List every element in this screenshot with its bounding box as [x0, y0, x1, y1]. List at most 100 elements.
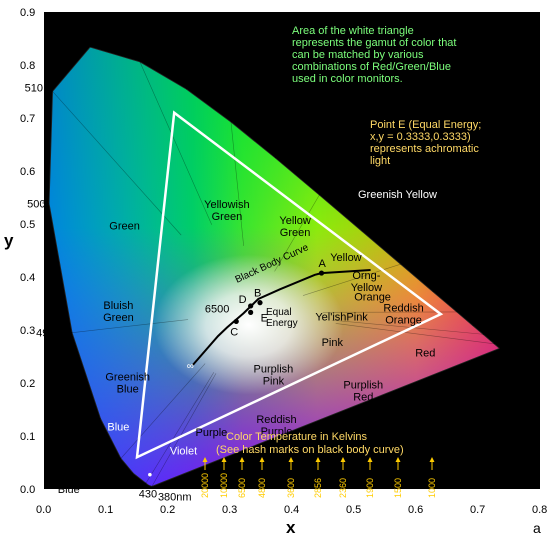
region-label: Blue	[117, 383, 139, 395]
wavelength-label: 510	[25, 82, 43, 94]
greenish-yellow-label: Greenish Yellow	[358, 189, 437, 201]
iso-line	[145, 372, 215, 484]
kelvin-arrowhead	[288, 457, 294, 462]
region-label: Pink	[322, 337, 344, 349]
region-label: Purplish	[343, 379, 383, 391]
region-label: Purple	[196, 427, 228, 439]
x-tick-label: 0.3	[222, 504, 237, 516]
wavelength-label: 520	[106, 31, 124, 43]
svg-text:(See hash marks on black body: (See hash marks on black body curve)	[216, 444, 404, 456]
wavelength-tick	[361, 229, 365, 232]
wavelength-label: 530	[148, 47, 166, 59]
wavelength-tick	[44, 89, 53, 92]
point-b-marker	[257, 300, 263, 306]
x-axis-label: x	[286, 518, 296, 537]
y-tick-label: 0.2	[20, 378, 35, 390]
point-a-label: A	[319, 258, 327, 270]
region-label: Green	[109, 220, 140, 232]
point-e-note-line: x,y = 0.3333,0.3333)	[370, 131, 471, 143]
kelvin-label: 2856	[313, 478, 323, 498]
wavelength-label: 770	[514, 343, 532, 355]
wavelength-tick	[482, 332, 487, 335]
wavelength-tick	[319, 191, 323, 196]
svg-text:Equal: Equal	[266, 307, 292, 318]
kelvin-arrowhead	[367, 457, 373, 462]
y-tick-label: 0.8	[20, 60, 35, 72]
wavelength-tick	[61, 331, 73, 333]
region-label: Blue	[58, 484, 80, 496]
wavelength-tick	[151, 486, 155, 489]
x-tick-label: 0.8	[532, 504, 547, 516]
kelvin-label: 6500	[237, 478, 247, 498]
isotemperature-lines	[52, 61, 495, 487]
svg-text:Color Temperature in Kelvins: Color Temperature in Kelvins	[226, 431, 368, 443]
x-tick-label: 0.4	[284, 504, 299, 516]
region-label: Purplish	[254, 363, 294, 375]
kelvin-arrowhead	[395, 457, 401, 462]
y-tick-label: 0.0	[20, 484, 35, 496]
wavelength-label: 600	[445, 287, 463, 299]
wavelength-tick	[230, 118, 234, 123]
kelvin-arrowhead	[239, 457, 245, 462]
kelvin-arrowhead	[315, 457, 321, 462]
kelvin-arrowhead	[221, 457, 227, 462]
y-tick-label: 0.4	[20, 272, 35, 284]
kelvin-arrowhead	[429, 457, 435, 462]
kelvin-label: 2360	[338, 478, 348, 498]
y-axis-ticks: 0.0 0.1 0.2 0.3 0.4 0.5 0.6 0.7 0.8 0.9	[20, 7, 35, 496]
x-tick-label: 0.0	[36, 504, 51, 516]
wavelength-tick	[499, 347, 504, 349]
wavelength-tick	[472, 323, 477, 326]
iso-line	[230, 122, 244, 246]
kelvin-label: 1900	[365, 478, 375, 498]
y-tick-label: 0.9	[20, 7, 35, 19]
kelvin-arrowhead	[340, 457, 346, 462]
wavelength-tick	[139, 57, 143, 63]
region-label: Yellow	[351, 282, 382, 294]
kelvin-temperature-ticks: 20000 10000 6500 4800 3600 2856 2360 1900 1500 10…	[200, 457, 437, 498]
y-axis-label: y	[4, 231, 14, 250]
kelvin-label: 3600	[286, 478, 296, 498]
kelvin-label: 4800	[257, 478, 267, 498]
wavelength-tick	[42, 202, 50, 204]
point-e-note-line: Point E (Equal Energy;	[370, 119, 481, 131]
region-label: Orange	[385, 314, 422, 326]
gamut-note-line: Area of the white triangle	[292, 25, 414, 37]
kelvin-label: 20000	[200, 473, 210, 498]
region-label: Yellow	[279, 215, 310, 227]
wavelength-label: 460	[105, 468, 123, 480]
gamut-note-line: combinations of Red/Green/Blue	[292, 61, 451, 73]
wavelength-label: 570	[329, 183, 347, 195]
iso-line	[72, 319, 189, 333]
wavelength-tick	[186, 85, 190, 90]
kelvin-title: Color Temperature in Kelvins (See hash m…	[216, 431, 404, 456]
point-e-note-line: light	[370, 155, 390, 167]
violet-dot	[148, 472, 152, 477]
wavelength-tick	[489, 338, 494, 341]
x-tick-label: 0.7	[470, 504, 485, 516]
iso-line	[139, 61, 213, 225]
x-tick-label: 0.5	[346, 504, 361, 516]
point-6500-label: 6500	[205, 304, 229, 316]
point-b-label: B	[254, 288, 261, 300]
wavelength-tick	[145, 485, 149, 488]
region-label: Reddish	[256, 414, 296, 426]
wavelength-label: 580	[372, 224, 390, 236]
region-label: Orange	[354, 291, 391, 303]
kelvin-label: 1000	[427, 478, 437, 498]
wavelength-label: 500	[27, 199, 45, 211]
wavelength-tick	[89, 42, 96, 48]
kelvin-arrowhead	[259, 457, 265, 462]
iso-line	[331, 319, 483, 335]
iso-line	[151, 373, 217, 487]
point-d-label: D	[239, 294, 247, 306]
wavelength-label: 430	[139, 488, 157, 500]
y-tick-label: 0.1	[20, 431, 35, 443]
point-c-marker	[233, 318, 239, 325]
point-e-label: E	[261, 312, 268, 324]
x-tick-label: 0.6	[408, 504, 423, 516]
